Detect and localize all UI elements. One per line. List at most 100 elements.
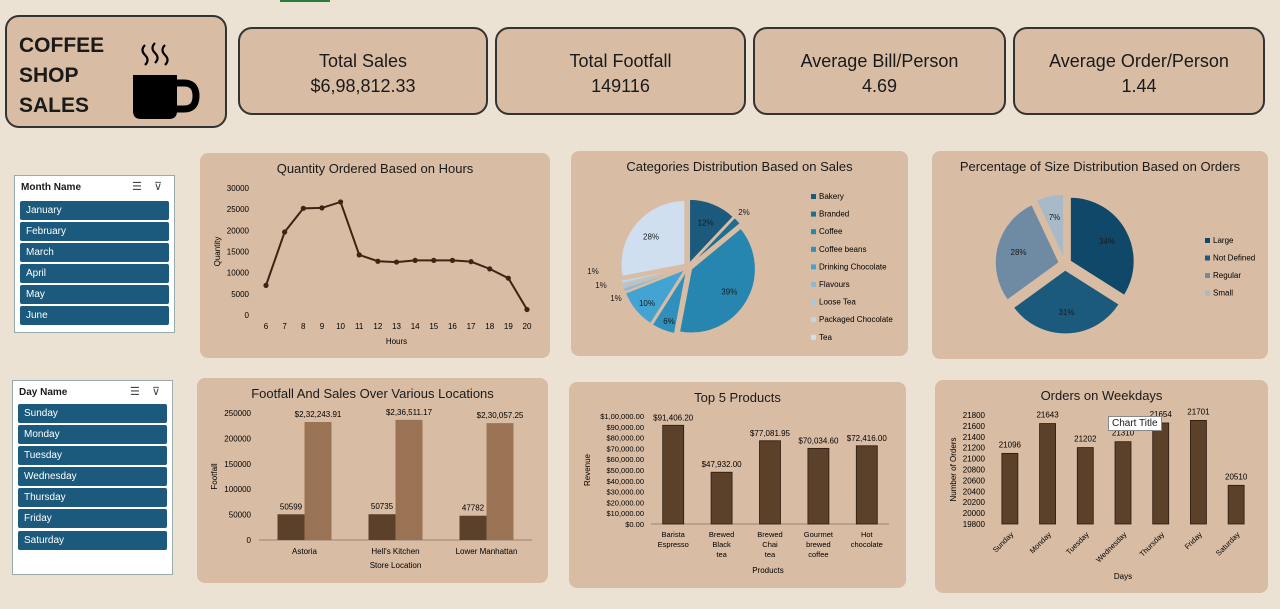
slicer-item-january[interactable]: January (20, 201, 169, 220)
y-tick-label: 21000 (963, 455, 986, 464)
y-tick-label: 20200 (963, 498, 986, 507)
x-tick-label: Sunday (991, 530, 1016, 555)
x-tick-label: 9 (320, 322, 325, 331)
y-tick-label: 5000 (231, 290, 249, 299)
data-label: $70,034.60 (798, 436, 839, 445)
x-tick-label: 13 (392, 322, 401, 331)
dashboard-title-card: COFFEE SHOP SALES (5, 15, 227, 128)
legend-swatch (1205, 273, 1210, 278)
bar (759, 440, 781, 525)
bar (1190, 419, 1207, 525)
data-point (282, 229, 288, 235)
slicer-item-friday[interactable]: Friday (18, 509, 167, 528)
bar (459, 515, 487, 540)
x-axis-title: Store Location (370, 561, 422, 570)
pie-slice (688, 198, 735, 265)
slice-label: 6% (663, 317, 675, 326)
slicer-item-june[interactable]: June (20, 306, 169, 325)
data-label: $91,406.20 (653, 413, 694, 422)
slicer-item-wednesday[interactable]: Wednesday (18, 467, 167, 486)
y-tick-label: 21400 (963, 433, 986, 442)
slicer-item-monday[interactable]: Monday (18, 425, 167, 444)
products-chart-panel[interactable]: Top 5 Products $0.00 $10,000.00 $20,000.00… (569, 382, 906, 588)
locations-chart-panel[interactable]: Footfall And Sales Over Various Location… (197, 378, 548, 583)
pie-slice (624, 268, 687, 325)
slicer-item-february[interactable]: February (20, 222, 169, 241)
data-label: 47782 (462, 504, 485, 513)
legend-swatch (811, 211, 816, 217)
multi-select-icon[interactable]: ☰ (130, 386, 140, 398)
day-slicer: Day Name ☰ ⊽ Sunday Monday Tuesday Wedne… (12, 380, 173, 575)
hours-line-chart: 0 5000 10000 15000 20000 25000 30000 6 7 8 9 10 11 12… (213, 184, 532, 346)
x-tick-label: 14 (411, 322, 420, 331)
data-point (356, 252, 362, 258)
bar (304, 422, 332, 540)
x-tick-label: 6 (264, 322, 269, 331)
data-point (393, 259, 400, 265)
legend-swatch (811, 229, 816, 235)
slice-label: 12% (698, 218, 714, 227)
y-tick-label: $10,000.00 (606, 509, 644, 518)
legend-label: Regular (1213, 271, 1241, 280)
y-tick-label: 15000 (227, 248, 250, 257)
x-tick-label: Friday (1183, 530, 1204, 551)
data-label: 20510 (1225, 472, 1248, 481)
slicer-item-april[interactable]: April (20, 264, 169, 283)
legend-label: Loose Tea (819, 298, 856, 307)
size-chart-panel[interactable]: Percentage of Size Distribution Based on… (932, 151, 1268, 359)
bar (1152, 422, 1170, 525)
x-tick-label: Lower Manhattan (456, 547, 518, 556)
y-tick-label: 21600 (963, 422, 986, 431)
y-tick-label: 19800 (963, 520, 986, 529)
slice-label: 10% (639, 299, 655, 308)
clear-filter-icon[interactable]: ⊽ (152, 386, 161, 398)
slice-label: 1% (610, 294, 622, 303)
legend-swatch (1205, 290, 1210, 296)
x-tick-label: Gourmet brewed coffee (804, 530, 834, 559)
slicer-header: Month Name (21, 182, 81, 193)
legend-label: Coffee beans (819, 245, 866, 254)
x-tick-label: Astoria (292, 547, 317, 556)
bar (1227, 484, 1245, 525)
x-tick-label: Wednesday (1094, 530, 1128, 564)
data-label: $47,932.00 (702, 460, 743, 469)
bar (1076, 447, 1094, 525)
legend-swatch (811, 194, 816, 199)
legend-label: Bakery (819, 192, 844, 201)
slicer-item-thursday[interactable]: Thursday (18, 488, 167, 507)
data-point (468, 259, 474, 265)
legend-swatch (811, 282, 816, 287)
multi-select-icon[interactable]: ☰ (132, 181, 142, 193)
clear-filter-icon[interactable]: ⊽ (154, 181, 163, 193)
hours-chart-panel[interactable]: Quantity Ordered Based on Hours 0 5000 100… (200, 153, 550, 358)
x-tick-label: Hell's Kitchen (371, 547, 419, 556)
y-tick-label: 0 (245, 311, 250, 320)
y-tick-label: $20,000.00 (606, 498, 644, 507)
data-label: $2,30,057.25 (477, 411, 524, 420)
x-tick-label: 19 (504, 322, 513, 331)
bar (710, 471, 733, 525)
weekdays-chart-panel[interactable]: Orders on Weekdays 19800 20000 20200 20400 2… (935, 380, 1268, 593)
data-point (300, 205, 306, 211)
x-axis-title: Days (1114, 572, 1132, 581)
x-tick-label: Saturday (1214, 530, 1242, 558)
bar (1039, 423, 1056, 525)
slicer-item-march[interactable]: March (20, 243, 169, 262)
chart-title: Orders on Weekdays (1040, 388, 1163, 403)
x-tick-label: Brewed Black tea (709, 530, 734, 559)
data-point (505, 275, 511, 281)
locations-bar-chart: 0 50000 100000 150000 200000 250000 50599 $2,32… (210, 408, 532, 570)
x-tick-label: Tuesday (1064, 530, 1091, 557)
slicer-item-sunday[interactable]: Sunday (18, 404, 167, 423)
legend-label: Tea (819, 333, 832, 342)
slicer-item-saturday[interactable]: Saturday (18, 531, 167, 550)
legend-label: Flavours (819, 280, 850, 289)
slicer-item-may[interactable]: May (20, 285, 169, 304)
chart-title: Top 5 Products (694, 390, 781, 405)
y-tick-label: $1,00,000.00 (600, 412, 644, 421)
legend-swatch (811, 317, 816, 323)
slicer-item-tuesday[interactable]: Tuesday (18, 446, 167, 465)
bar (486, 423, 514, 540)
slice-label: 34% (1099, 237, 1115, 246)
categories-chart-panel[interactable]: Categories Distribution Based on Sales 1… (571, 151, 908, 356)
